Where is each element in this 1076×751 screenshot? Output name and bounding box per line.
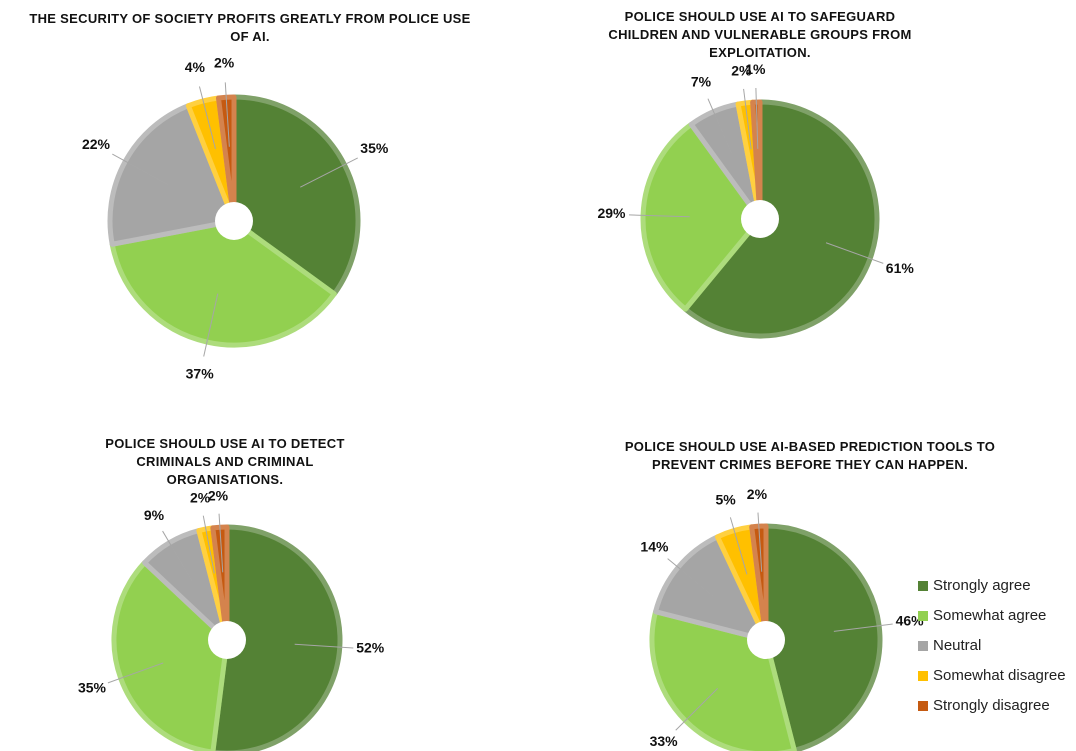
- donut-hole: [747, 621, 785, 659]
- value-label: 14%: [640, 538, 669, 554]
- chart-title: POLICE SHOULD USE AI TO SAFEGUARD CHILDR…: [608, 9, 912, 60]
- legend-label: Neutral: [933, 637, 981, 654]
- leader-line: [218, 513, 224, 573]
- value-label: 9%: [144, 507, 165, 523]
- leader-line: [667, 558, 714, 597]
- leader-line: [757, 512, 763, 572]
- leader-line: [743, 88, 752, 150]
- leader-line: [107, 662, 164, 684]
- donut-hole: [741, 200, 779, 238]
- value-label: 2%: [747, 486, 768, 502]
- leader-line: [629, 214, 690, 218]
- leader-line: [203, 293, 219, 357]
- leader-line: [300, 157, 358, 188]
- leader-line: [202, 515, 215, 574]
- leader-line: [707, 98, 733, 155]
- value-label: 29%: [597, 205, 626, 221]
- value-label: 2%: [190, 490, 211, 506]
- value-label: 7%: [691, 73, 712, 89]
- value-label: 61%: [886, 260, 915, 276]
- donut-hole: [208, 621, 246, 659]
- leader-line: [729, 517, 748, 575]
- value-label: 37%: [186, 365, 215, 381]
- value-label: 1%: [745, 61, 766, 77]
- legend-swatch: [918, 581, 928, 591]
- leader-line: [112, 153, 170, 186]
- legend-swatch: [918, 701, 928, 711]
- value-label: 2%: [731, 62, 752, 78]
- chart-title: POLICE SHOULD USE AI-BASED PREDICTION TO…: [624, 439, 996, 472]
- chart-title: THE SECURITY OF SOCIETY PROFITS GREATLY …: [29, 11, 471, 44]
- leader-line: [162, 530, 193, 582]
- value-label: 35%: [360, 140, 389, 156]
- legend-label: Somewhat agree: [933, 607, 1046, 624]
- donut-hole: [215, 202, 253, 240]
- value-label: 4%: [185, 59, 206, 75]
- legend-swatch: [918, 671, 928, 681]
- value-label: 46%: [896, 613, 925, 629]
- chart-title: POLICE SHOULD USE AI TO DETECT CRIMINALS…: [105, 436, 345, 487]
- legend-label: Somewhat disagree: [933, 667, 1066, 684]
- value-label: 2%: [214, 55, 235, 71]
- value-label: 52%: [356, 640, 385, 656]
- leader-line: [294, 643, 354, 649]
- legend-label: Strongly disagree: [933, 697, 1050, 714]
- value-label: 22%: [82, 136, 111, 152]
- value-label: 5%: [715, 492, 736, 508]
- value-label: 33%: [650, 733, 679, 749]
- value-label: 2%: [208, 487, 229, 503]
- leader-line: [224, 82, 230, 147]
- leader-line: [825, 242, 884, 264]
- leader-line: [755, 88, 759, 149]
- leader-line: [675, 688, 718, 731]
- leader-line: [833, 623, 893, 632]
- leader-line: [198, 86, 216, 150]
- legend-swatch: [918, 611, 928, 621]
- legend-swatch: [918, 641, 928, 651]
- legend-label: Strongly agree: [933, 577, 1031, 594]
- value-label: 35%: [78, 679, 107, 695]
